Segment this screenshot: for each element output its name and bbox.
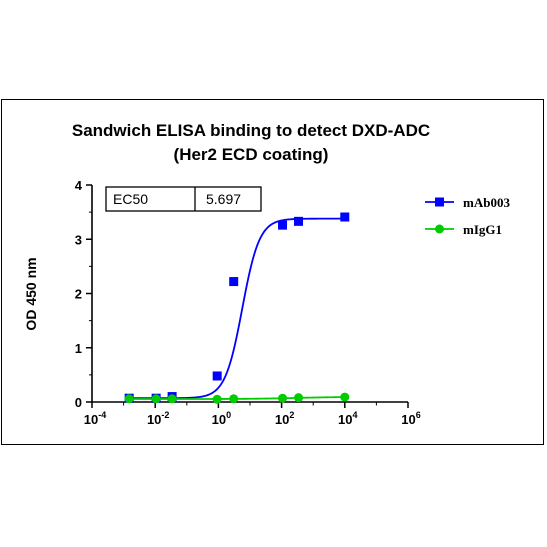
ec50-label: EC50 [113, 191, 148, 207]
series-mIgG1-point [294, 393, 304, 403]
legend-label: mAb003 [463, 195, 510, 210]
series-mIgG1-point [151, 394, 161, 404]
y-tick-label: 2 [75, 287, 82, 302]
ec50-value: 5.697 [206, 191, 241, 207]
y-tick-label: 1 [75, 341, 82, 356]
series-mIgG1-point [212, 394, 222, 404]
x-tick-label: 104 [338, 410, 357, 427]
y-tick-label: 3 [75, 232, 82, 247]
chart-title-line1: Sandwich ELISA binding to detect DXD-ADC [72, 121, 430, 140]
series-mAb003-point [229, 277, 239, 287]
series-mIgG1-point [124, 394, 134, 404]
legend: mAb003 mIgG1 [425, 195, 510, 237]
x-tick-label: 10-2 [147, 410, 169, 427]
y-tick-label: 0 [75, 395, 82, 410]
series-mIgG1-point [167, 394, 177, 404]
x-tick-label: 102 [275, 410, 294, 427]
y-axis-title: OD 450 nm [23, 257, 39, 330]
series-mIgG1-point [278, 393, 288, 403]
x-tick-label: 106 [401, 410, 420, 427]
ec50-box: EC50 5.697 [105, 186, 262, 212]
x-tick-label: 10-4 [84, 410, 106, 427]
series-mAb003-fit-line [129, 217, 345, 400]
plot-area: 0 1 2 3 4 10-4 10-2 100 102 104 106 [75, 178, 421, 427]
y-tick-label: 4 [75, 178, 83, 193]
series-mIgG1-point [229, 394, 239, 404]
ec50-box-border [105, 186, 262, 212]
legend-marker [435, 197, 444, 207]
legend-label: mIgG1 [463, 222, 502, 237]
series-mAb003-point [294, 216, 304, 226]
legend-marker [435, 224, 444, 234]
series-mIgG1-point [340, 392, 350, 402]
series-mAb003-point [212, 371, 222, 381]
series-mAb003-point [278, 220, 288, 230]
chart-title-line2: (Her2 ECD coating) [174, 145, 329, 164]
chart-frame [1, 99, 544, 445]
series-mAb003-point [340, 212, 350, 222]
x-tick-label: 100 [212, 410, 231, 427]
